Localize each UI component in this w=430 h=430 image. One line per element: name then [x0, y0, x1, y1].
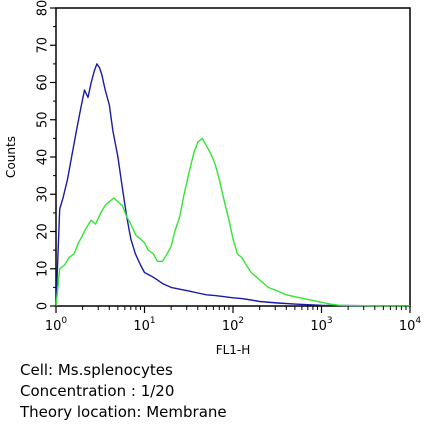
- y-axis-title: Counts: [4, 136, 18, 178]
- y-axis-ticks: 0 10 20 30 40 50 60 70 80: [36, 0, 56, 310]
- x-tick-label: 104: [399, 316, 422, 334]
- x-axis-ticks: 100 101 102 103 104: [45, 306, 422, 334]
- y-tick-label: 40: [36, 149, 51, 166]
- x-tick-label: 102: [222, 316, 244, 334]
- x-tick-label: 100: [45, 316, 68, 334]
- y-tick-label: 70: [36, 37, 51, 54]
- x-tick-label: 101: [133, 316, 155, 334]
- caption-concentration: Concentration : 1/20: [20, 382, 175, 400]
- y-tick-label: 80: [36, 0, 51, 16]
- y-tick-label: 10: [36, 260, 51, 277]
- x-axis-title: FL1-H: [216, 343, 251, 357]
- caption-theory-location: Theory location: Membrane: [20, 403, 227, 421]
- y-tick-label: 60: [36, 74, 51, 91]
- series-line-1: [55, 63, 411, 307]
- plot-frame: [55, 7, 411, 307]
- series-line-2: [55, 137, 411, 307]
- y-tick-label: 0: [36, 302, 51, 310]
- y-tick-label: 50: [36, 111, 51, 128]
- y-tick-label: 30: [36, 186, 51, 203]
- caption-cell: Cell: Ms.splenocytes: [20, 361, 173, 379]
- y-tick-label: 20: [36, 223, 51, 240]
- series-layer: [55, 63, 411, 307]
- x-tick-label: 103: [310, 316, 332, 334]
